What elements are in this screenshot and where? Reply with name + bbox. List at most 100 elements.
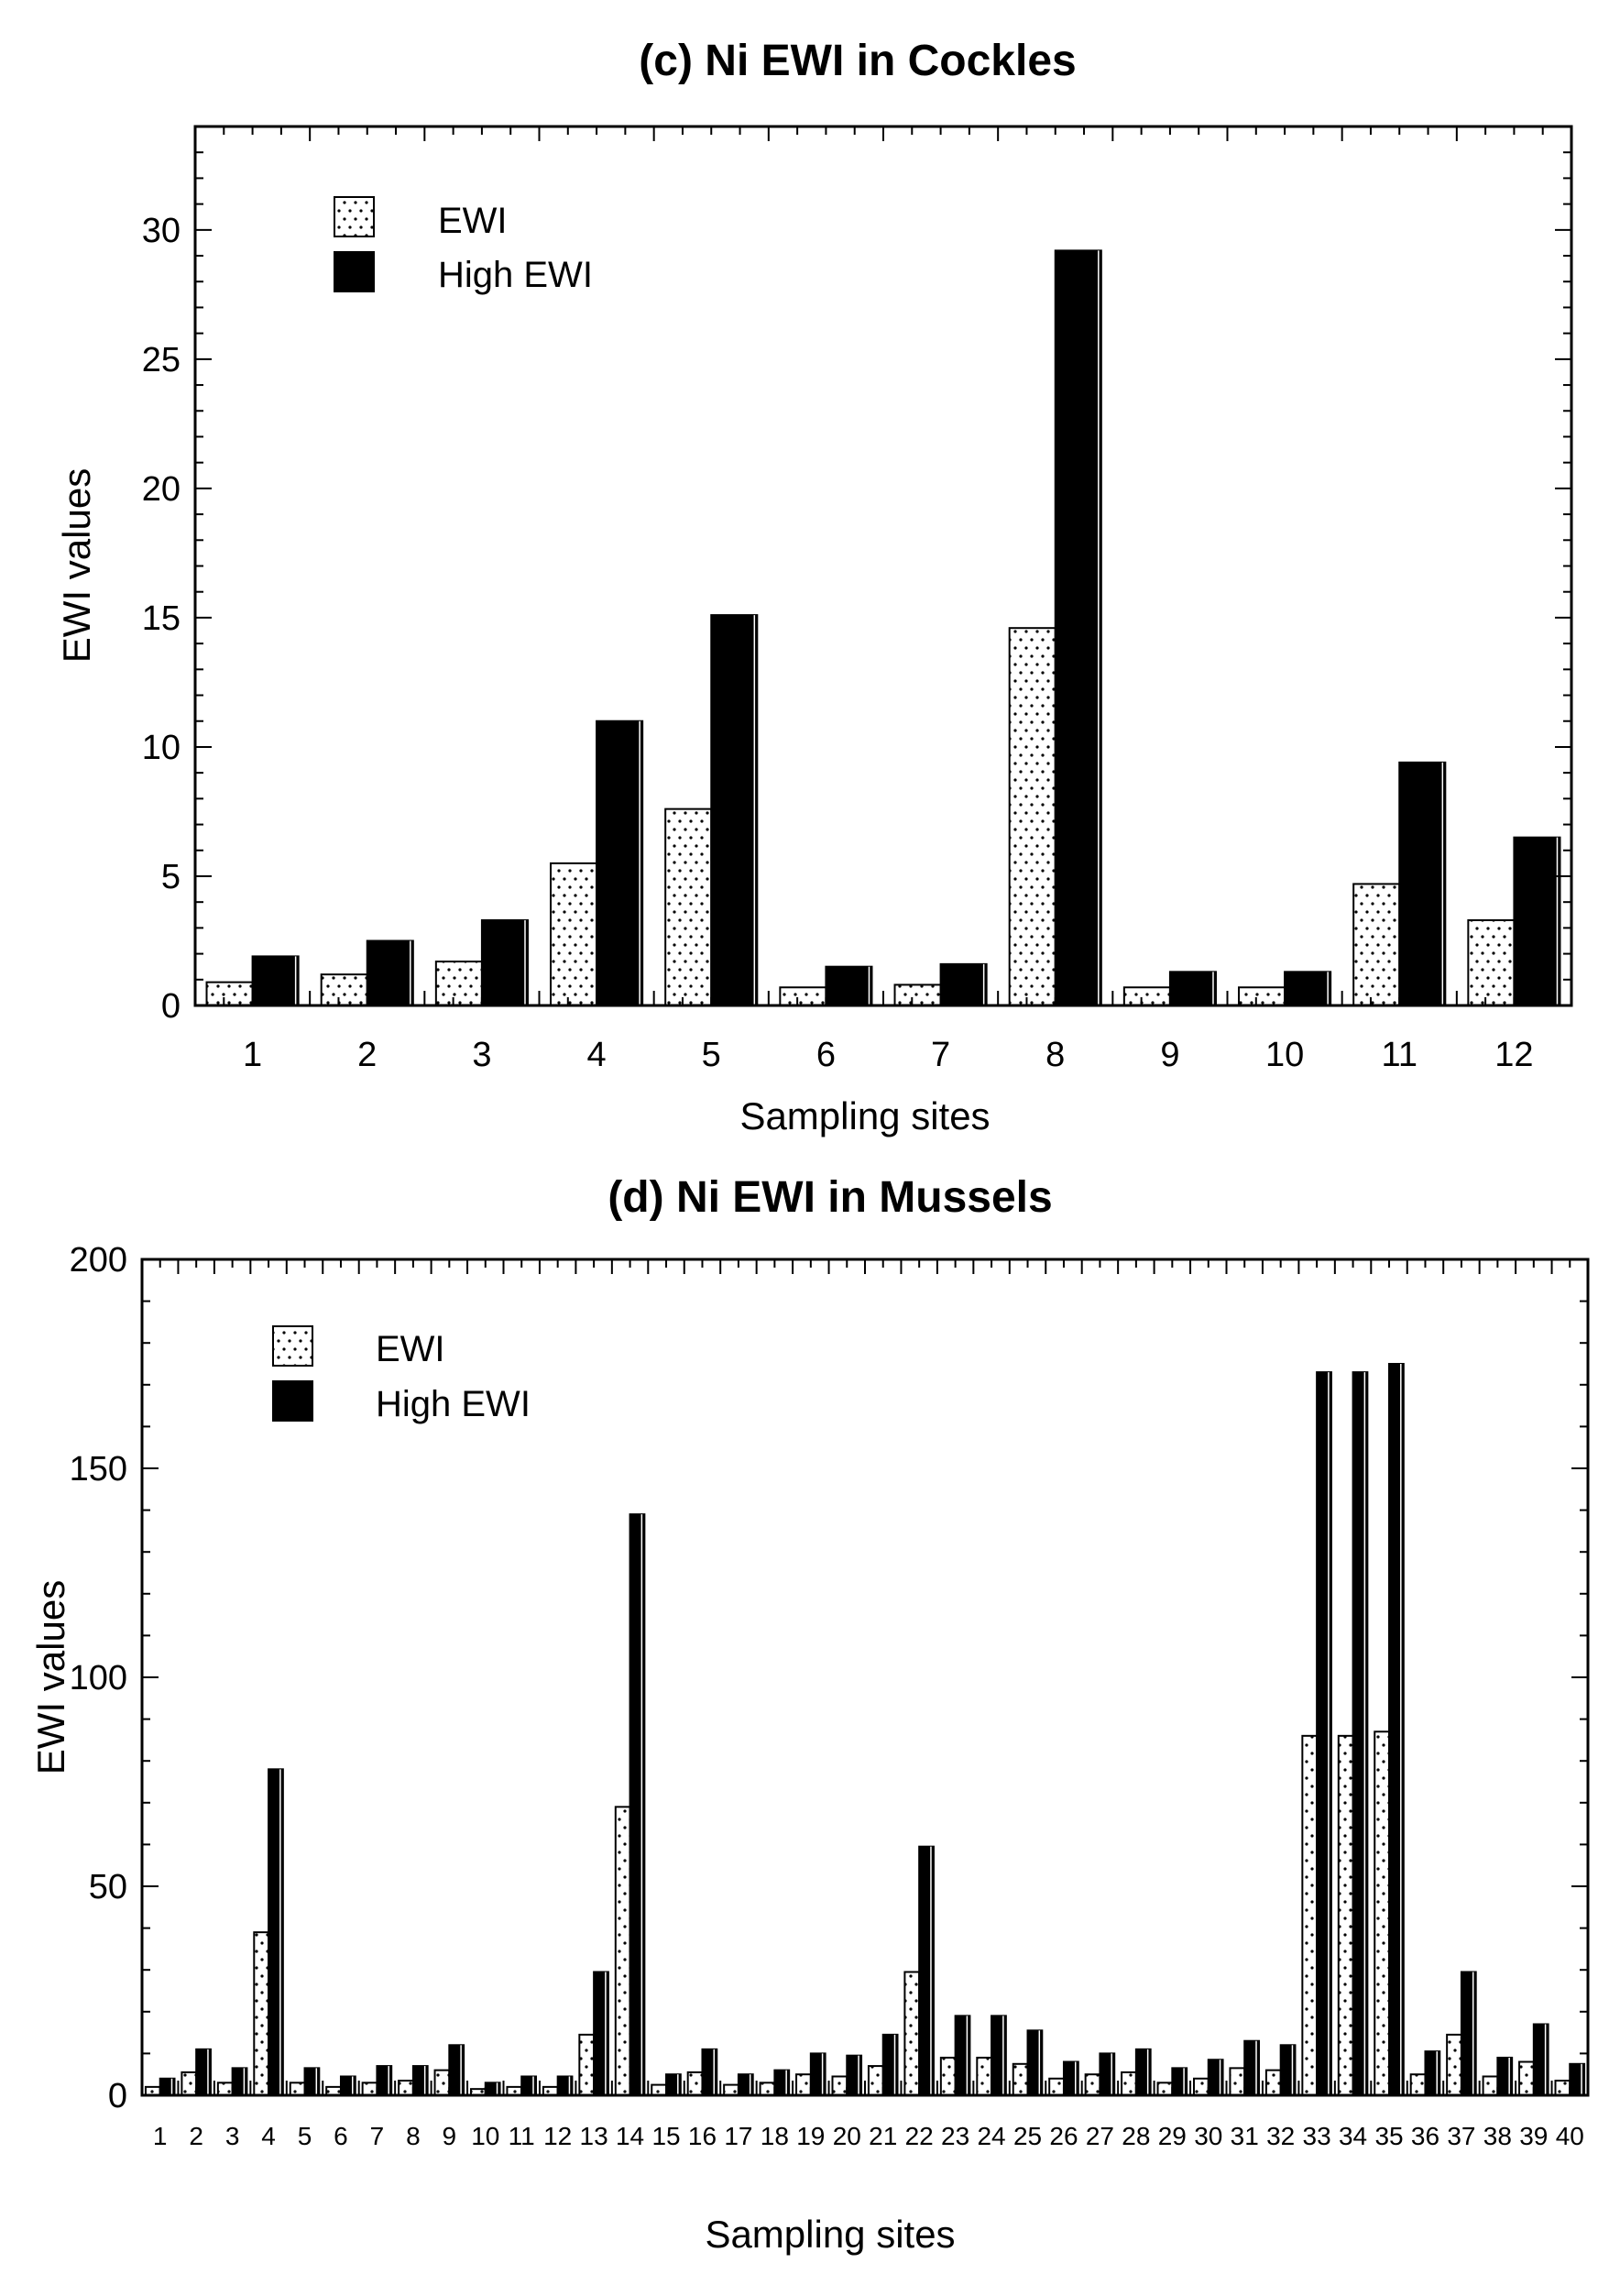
x-axis-label: Sampling sites [705,2213,955,2256]
bar-ewi [1301,1734,1319,2096]
x-tick-label: 1 [243,1036,262,1074]
x-axis-label: Sampling sites [739,1094,990,1137]
x-tick-label: 15 [651,2122,680,2150]
x-tick-label: 32 [1266,2122,1295,2150]
x-tick-label: 4 [587,1036,607,1074]
legend-label-ewi: EWI [376,1329,445,1369]
x-tick-label: 8 [1045,1036,1065,1074]
x-tick-label: 30 [1194,2122,1222,2150]
x-tick-label: 2 [189,2122,203,2150]
bar-ewi [1238,986,1286,1006]
x-tick-label: 22 [905,2122,934,2150]
x-tick-label: 37 [1447,2122,1475,2150]
y-tick-label: 30 [142,212,181,250]
bar-high-ewi [939,962,988,1007]
y-tick-labels: 0 50 100 150 200 [70,1241,127,2115]
x-tick-label: 5 [702,1036,721,1074]
bar-ewi [664,807,713,1007]
y-tick-label: 50 [89,1868,127,1906]
y-axis-label: EWI values [29,1580,72,1774]
x-tick-label: 31 [1231,2122,1259,2150]
y-tick-label: 10 [142,729,181,767]
x-tick-label: 11 [1382,1036,1418,1074]
bar-ewi [253,1931,270,2096]
x-tick-label: 2 [357,1036,377,1074]
y-tick-label: 5 [161,858,181,896]
y-tick-label: 0 [108,2077,127,2115]
bar-ewi [867,2065,884,2097]
x-tick-label: 29 [1158,2122,1187,2150]
x-tick-label: 21 [869,2122,897,2150]
bar-ewi [1229,2067,1246,2097]
bar-ewi [893,983,942,1007]
bar-high-ewi [596,720,644,1006]
bar-ewi [1084,2073,1101,2096]
bar-ewi [939,2056,957,2096]
bar-ewi [686,2071,704,2096]
x-tick-label: 8 [406,2122,421,2150]
x-tick-label: 4 [261,2122,276,2150]
x-tick-label: 25 [1013,2122,1042,2150]
legend-label-ewi: EWI [438,201,508,241]
bar-group [205,249,1561,1007]
x-tick-label: 7 [931,1036,950,1074]
x-tick-label: 35 [1374,2122,1403,2150]
bar-high-ewi [710,614,759,1006]
legend-label-high-ewi: High EWI [438,255,593,295]
bar-ewi [578,2033,596,2096]
bar-ewi [1352,883,1401,1007]
axis-ticks [141,1258,1589,2096]
legend-swatch-ewi [334,196,375,237]
legend-label-high-ewi: High EWI [376,1384,531,1424]
axis-ticks [194,126,1572,1006]
x-tick-label: 12 [543,2122,572,2150]
y-tick-label: 200 [70,1241,127,1280]
bar-high-ewi [1513,836,1561,1006]
bar-high-ewi [825,965,873,1006]
bar-ewi [205,981,254,1007]
bar-ewi [1409,2073,1427,2096]
bar-ewi [289,2082,306,2097]
y-tick-label: 0 [161,987,181,1026]
bar-ewi [1122,986,1171,1006]
x-tick-label: 13 [580,2122,608,2150]
bar-ewi [1156,2082,1174,2097]
bar-ewi [1121,2071,1137,2096]
x-tick-label: 9 [1160,1036,1179,1074]
bar-ewi [433,2069,451,2096]
bar-ewi [723,2083,739,2097]
bar-ewi [1446,2033,1462,2096]
x-tick-label: 14 [616,2122,644,2150]
bar-ewi [903,1971,921,2096]
bar-ewi [361,2082,378,2097]
x-tick-label: 24 [977,2122,1005,2150]
bar-ewi [1008,627,1056,1006]
y-axis-label: EWI values [55,468,98,663]
y-tick-label: 100 [70,1659,127,1697]
x-tick-label: 10 [471,2122,499,2150]
bar-high-ewi [1284,971,1332,1007]
bar-ewi [795,2073,812,2096]
x-tick-label: 9 [443,2122,457,2150]
x-tick-label: 18 [761,2122,789,2150]
x-tick-label: 33 [1303,2122,1331,2150]
x-tick-label: 12 [1494,1036,1533,1074]
bar-ewi [1518,2060,1535,2097]
bar-high-ewi [1054,249,1102,1006]
bar-ewi [1264,2069,1282,2096]
bar-ewi [216,2082,234,2097]
bar-ewi [779,986,827,1006]
y-tick-label: 150 [70,1450,127,1489]
x-tick-label: 3 [225,2122,240,2150]
bar-ewi [1482,2075,1499,2096]
x-tick-label: 6 [816,1036,836,1074]
chart-title: (d) Ni EWI in Mussels [608,1173,1052,1222]
bar-ewi [976,2056,993,2096]
bar-ewi [550,862,598,1007]
bar-group [144,1363,1586,2097]
bar-ewi [320,973,368,1007]
x-tick-label: 26 [1049,2122,1078,2150]
x-tick-label: 38 [1483,2122,1512,2150]
